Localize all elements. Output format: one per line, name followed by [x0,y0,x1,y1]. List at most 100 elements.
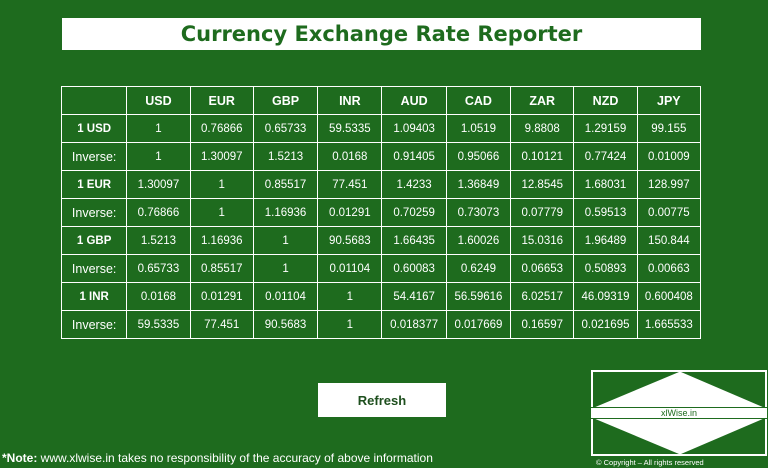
rate-cell: 0.60083 [381,254,447,283]
rate-cell: 6.02517 [510,282,575,311]
rate-cell: 0.06653 [510,254,575,283]
refresh-button[interactable]: Refresh [318,383,446,417]
rate-cell: 0.85517 [189,254,254,283]
rate-cell: 1.5213 [126,226,191,255]
rate-cell: 1 [189,198,254,227]
rate-cell: 0.95066 [445,142,512,171]
rate-cell: 0.76866 [126,198,191,227]
rate-cell: 0.01291 [317,198,383,227]
rate-row: 1 INR 0.0168 0.01291 0.01104 1 54.4167 56.5961… [60,282,702,311]
rate-cell: 150.844 [636,226,702,255]
rate-cell: 56.59616 [445,282,512,311]
rate-cell: 1 [126,114,191,143]
rate-row: 1 EUR 1.30097 1 0.85517 77.451 1.4233 1.36849 1… [60,170,702,199]
rate-cell: 0.600408 [636,282,702,311]
rate-cell: 46.09319 [573,282,638,311]
rate-cell: 59.5335 [317,114,383,143]
rate-cell: 90.5683 [317,226,383,255]
rate-cell: 0.00663 [636,254,702,283]
rate-cell: 0.59513 [573,198,638,227]
rate-cell: 1.5213 [252,142,319,171]
rate-cell: 1.29159 [573,114,638,143]
rate-cell: 0.01291 [189,282,254,311]
rate-cell: 0.73073 [445,198,512,227]
rate-cell: 1 [252,254,319,283]
rate-cell: 0.16597 [510,310,575,339]
rate-cell: 12.8545 [510,170,575,199]
rate-cell: 0.0168 [317,142,383,171]
rate-cell: 0.65733 [252,114,319,143]
row-label: 1 INR [60,282,128,311]
rate-cell: 1.09403 [381,114,447,143]
xlwise-logo: xlWise.in [591,370,767,456]
rate-cell: 1.4233 [381,170,447,199]
rate-cell: 1.68031 [573,170,638,199]
row-label: Inverse: [60,254,128,283]
rate-cell: 0.70259 [381,198,447,227]
rate-cell: 1 [189,170,254,199]
inverse-row: Inverse: 1 1.30097 1.5213 0.0168 0.91405 0.950… [60,142,702,171]
rate-cell: 1 [317,310,383,339]
exchange-rate-table: USD EUR GBP INR AUD CAD ZAR NZD JPY 1 US… [60,86,702,339]
rate-cell: 77.451 [189,310,254,339]
rate-cell: 0.77424 [573,142,638,171]
column-header: USD [126,86,191,115]
rate-cell: 0.021695 [573,310,638,339]
column-header: GBP [252,86,319,115]
rate-cell: 77.451 [317,170,383,199]
rate-cell: 9.8808 [510,114,575,143]
rate-cell: 1.0519 [445,114,512,143]
table-header-row: USD EUR GBP INR AUD CAD ZAR NZD JPY [60,86,702,115]
row-label: 1 USD [60,114,128,143]
column-header: INR [317,86,383,115]
rate-cell: 0.91405 [381,142,447,171]
row-label: Inverse: [60,198,128,227]
rate-cell: 0.76866 [189,114,254,143]
header-corner-cell [60,86,128,115]
note-prefix: *Note: [2,451,38,465]
rate-cell: 0.07779 [510,198,575,227]
rate-cell: 0.01104 [317,254,383,283]
rate-cell: 0.65733 [126,254,191,283]
rate-cell: 0.50893 [573,254,638,283]
column-header: NZD [573,86,638,115]
rate-cell: 15.0316 [510,226,575,255]
note-text: www.xlwise.in takes no responsibility of… [37,451,433,465]
rate-cell: 0.00775 [636,198,702,227]
rate-cell: 1.30097 [126,170,191,199]
page-title: Currency Exchange Rate Reporter [180,22,583,46]
rate-cell: 1 [252,226,319,255]
copyright-text: © Copyright – All rights reserved [596,458,704,467]
rate-cell: 0.017669 [445,310,512,339]
rate-cell: 1 [126,142,191,171]
rate-cell: 1 [317,282,383,311]
rate-cell: 90.5683 [252,310,319,339]
inverse-row: Inverse: 59.5335 77.451 90.5683 1 0.018377 0.0… [60,310,702,339]
disclaimer-note: *Note: www.xlwise.in takes no responsibi… [2,451,433,465]
rate-cell: 1.60026 [445,226,512,255]
row-label: Inverse: [60,142,128,171]
rate-cell: 0.6249 [445,254,512,283]
rate-cell: 1.665533 [636,310,702,339]
rate-cell: 1.16936 [189,226,254,255]
column-header: JPY [636,86,702,115]
rate-row: 1 USD 1 0.76866 0.65733 59.5335 1.09403 1.0519… [60,114,702,143]
rate-cell: 1.30097 [189,142,254,171]
rate-cell: 1.96489 [573,226,638,255]
row-label: 1 EUR [60,170,128,199]
rate-row: 1 GBP 1.5213 1.16936 1 90.5683 1.66435 1.60026… [60,226,702,255]
rate-cell: 0.01009 [636,142,702,171]
column-header: EUR [189,86,254,115]
column-header: CAD [445,86,512,115]
rate-cell: 0.0168 [126,282,191,311]
inverse-row: Inverse: 0.76866 1 1.16936 0.01291 0.70259 0.7… [60,198,702,227]
rate-cell: 128.997 [636,170,702,199]
rate-cell: 0.85517 [252,170,319,199]
row-label: Inverse: [60,310,128,339]
rate-cell: 1.66435 [381,226,447,255]
rate-cell: 0.01104 [252,282,319,311]
rate-cell: 99.155 [636,114,702,143]
column-header: ZAR [510,86,575,115]
rate-cell: 54.4167 [381,282,447,311]
row-label: 1 GBP [60,226,128,255]
